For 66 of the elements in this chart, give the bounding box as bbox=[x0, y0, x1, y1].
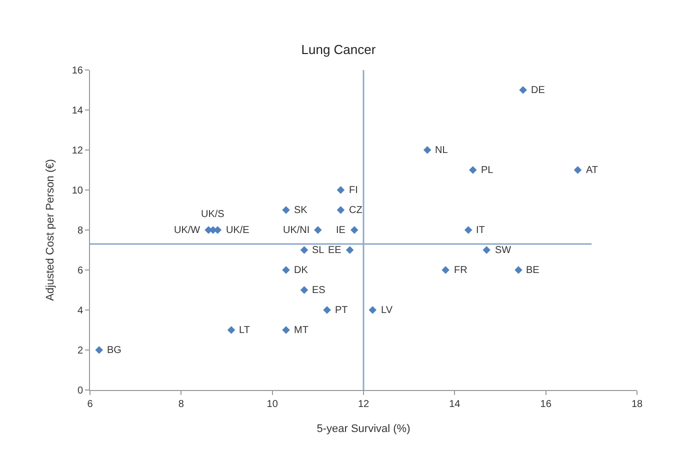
chart-title: Lung Cancer bbox=[301, 42, 376, 58]
annotation: BG bbox=[107, 345, 122, 356]
point bbox=[300, 286, 308, 294]
annotation: UK/W bbox=[174, 225, 201, 236]
y-tick-label: 0 bbox=[77, 386, 84, 396]
point bbox=[442, 266, 450, 274]
x-tick-label: 10 bbox=[266, 399, 278, 410]
y-tick-label: 2 bbox=[77, 346, 84, 356]
x-tick-label: 18 bbox=[631, 399, 643, 410]
point bbox=[314, 226, 322, 234]
x-tick-label: 16 bbox=[540, 399, 552, 410]
point bbox=[282, 326, 290, 334]
y-tick-label: 16 bbox=[72, 66, 84, 76]
annotation: EE bbox=[328, 245, 342, 256]
annotation: UK/E bbox=[226, 225, 250, 236]
annotation: FR bbox=[454, 265, 468, 276]
point bbox=[574, 166, 582, 174]
annotation: ES bbox=[312, 285, 326, 296]
point bbox=[350, 226, 358, 234]
annotation: SL bbox=[312, 245, 325, 256]
annotation: SW bbox=[495, 245, 512, 256]
x-tick-label: 14 bbox=[449, 399, 461, 410]
point bbox=[282, 206, 290, 214]
annotation: SK bbox=[294, 205, 308, 216]
y-tick-label: 6 bbox=[77, 266, 84, 276]
point bbox=[323, 306, 331, 314]
x-axis-title: 5-year Survival (%) bbox=[316, 423, 410, 436]
point bbox=[469, 166, 477, 174]
point bbox=[519, 86, 527, 94]
annotation: LV bbox=[381, 305, 393, 316]
y-tick-label: 8 bbox=[77, 226, 84, 236]
annotation: BE bbox=[526, 265, 540, 276]
point bbox=[368, 306, 377, 314]
x-tick-label: 8 bbox=[178, 399, 184, 410]
y-tick-label: 14 bbox=[72, 106, 84, 116]
annotation: AT bbox=[586, 165, 598, 176]
annotation: PT bbox=[335, 305, 348, 316]
annotation: NL bbox=[435, 145, 448, 156]
point bbox=[423, 146, 432, 154]
annotation: MT bbox=[294, 325, 308, 336]
y-tick-label: 12 bbox=[72, 146, 84, 156]
point bbox=[336, 206, 345, 214]
annotation: IT bbox=[476, 225, 485, 236]
y-axis-title: Adjusted Cost per Person (€) bbox=[44, 159, 57, 301]
annotation: UK/S bbox=[201, 209, 225, 220]
annotation: IE bbox=[336, 225, 346, 236]
point bbox=[336, 186, 345, 194]
y-tick-label: 10 bbox=[72, 186, 84, 196]
point bbox=[282, 266, 290, 274]
point bbox=[346, 246, 354, 254]
annotation: LT bbox=[239, 325, 250, 336]
point bbox=[464, 226, 472, 234]
annotation: DE bbox=[531, 85, 546, 96]
point bbox=[95, 346, 104, 354]
point bbox=[514, 266, 522, 274]
annotation: PL bbox=[481, 165, 494, 176]
y-tick-label: 4 bbox=[77, 306, 84, 316]
annotation: CZ bbox=[349, 205, 362, 216]
annotation: FI bbox=[349, 185, 358, 196]
point bbox=[300, 246, 308, 254]
point bbox=[482, 246, 490, 254]
point bbox=[227, 326, 236, 334]
annotation: DK bbox=[294, 265, 308, 276]
x-tick-label: 6 bbox=[87, 399, 94, 410]
x-tick-label: 12 bbox=[358, 399, 370, 410]
annotation: UK/NI bbox=[283, 225, 310, 236]
